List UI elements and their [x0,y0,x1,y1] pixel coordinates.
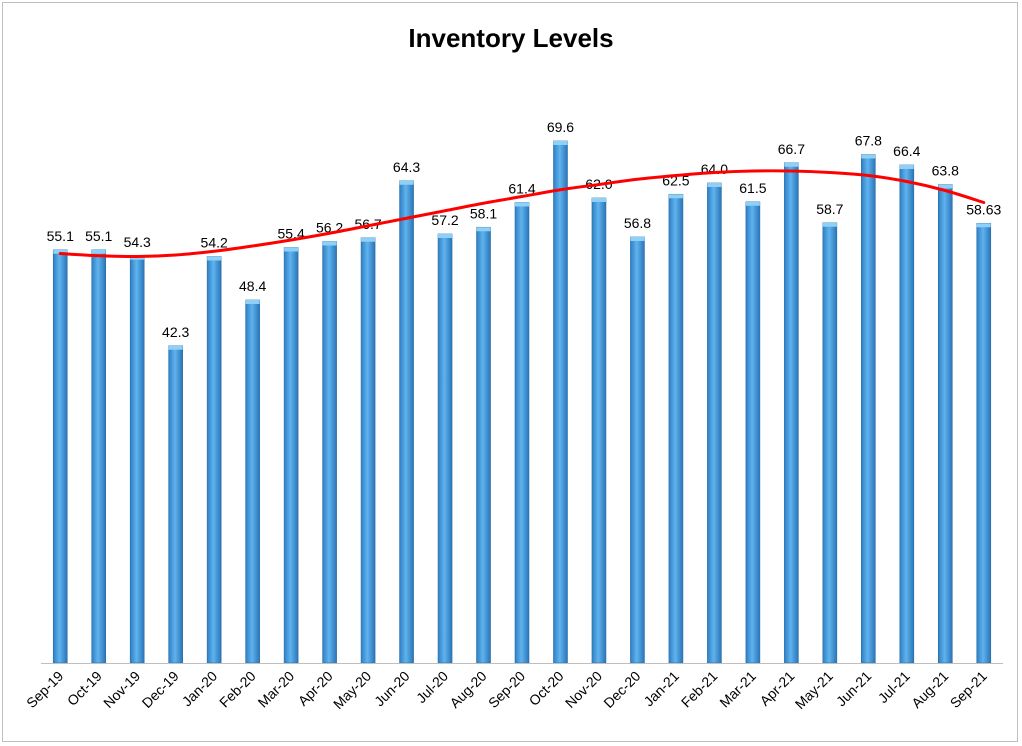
x-tick-label-Jun-20: Jun-20 [371,668,413,710]
bar-cap-Oct-19 [91,249,106,254]
data-label-Sep-20: 61.4 [508,181,535,197]
bar-Feb-20 [245,299,260,664]
data-label-May-21: 58.7 [816,201,843,217]
bar-cap-Mar-21 [745,201,760,206]
data-label-Feb-20: 48.4 [239,278,266,294]
x-tick-label-Oct-20: Oct-20 [526,668,567,709]
bar-cap-May-21 [822,222,837,227]
data-label-Sep-19: 55.1 [47,228,74,244]
bar-cap-May-20 [361,237,376,242]
x-tick-label-Apr-20: Apr-20 [295,668,336,709]
x-tick-label-Mar-20: Mar-20 [255,668,298,711]
bar-Jan-20 [206,256,222,664]
x-tick-label-May-20: May-20 [330,668,374,712]
x-tick-label-Jan-20: Jan-20 [179,668,221,710]
data-label-Jun-21: 67.8 [855,133,882,149]
x-tick-label-Apr-21: Apr-21 [756,668,797,709]
bar-Jan-21 [668,193,684,664]
x-tick-label-Dec-20: Dec-20 [600,668,643,711]
bar-Dec-19 [168,345,183,664]
bar-Dec-20 [630,236,645,664]
x-tick-label-Jun-21: Jun-21 [833,668,875,710]
data-label-Sep-21: 58.63 [966,201,1001,217]
x-tick-label-Jul-20: Jul-20 [413,668,451,706]
x-tick-label-Feb-20: Feb-20 [216,668,259,711]
data-label-Jun-20: 64.3 [393,159,420,175]
bar-cap-Dec-20 [630,237,645,241]
bar-cap-Feb-20 [245,300,260,304]
x-axis-ticks-group: Sep-19Oct-19Nov-19Dec-19Jan-20Feb-20Mar-… [23,668,990,712]
x-tick-label-Jan-21: Jan-21 [640,668,682,710]
x-tick-label-Feb-21: Feb-21 [678,668,721,711]
bar-cap-Jan-21 [668,194,683,199]
x-tick-label-Mar-21: Mar-21 [716,668,759,711]
x-tick-label-Jul-21: Jul-21 [875,668,913,706]
x-tick-label-Sep-20: Sep-20 [485,668,528,711]
chart-title: Inventory Levels [408,23,613,53]
bar-Oct-19 [91,249,107,664]
data-label-Oct-19: 55.1 [85,228,112,244]
inventory-chart: Inventory Levels 55.1 55.1 54.3 42.3 54.2 48.… [23,23,1003,712]
data-label-Jul-21: 66.4 [893,143,920,159]
bar-cap-Sep-19 [53,249,68,254]
bar-Nov-20 [591,197,607,664]
trendline [58,169,986,259]
bar-Mar-21 [745,201,761,664]
bar-cap-Sep-20 [515,202,529,207]
bar-Nov-19 [129,255,145,664]
data-label-Aug-20: 58.1 [470,205,497,221]
bar-cap-Mar-20 [284,247,299,252]
bar-Apr-21 [784,162,799,664]
bar-cap-Jun-21 [861,154,876,159]
bar-Oct-20 [553,140,568,664]
bar-cap-Nov-20 [591,198,606,202]
bar-Jul-21 [899,164,915,664]
bar-May-21 [822,222,838,664]
bar-cap-Jan-20 [207,256,222,261]
bar-Sep-20 [514,202,530,664]
x-tick-label-Nov-20: Nov-20 [562,668,605,711]
x-tick-label-Oct-19: Oct-19 [64,668,105,709]
bar-May-20 [360,237,376,664]
bar-Aug-21 [937,184,953,664]
data-label-Dec-20: 56.8 [624,215,651,231]
bar-cap-Sep-21 [976,223,991,228]
bar-Feb-21 [707,182,722,664]
data-label-Apr-21: 66.7 [778,141,805,157]
bar-Mar-20 [283,247,299,664]
x-tick-label-Aug-20: Aug-20 [446,668,489,711]
bar-cap-Apr-21 [784,162,799,167]
bar-cap-Apr-20 [322,241,337,246]
bars-group [52,140,992,664]
bar-cap-Aug-20 [476,227,491,232]
x-tick-label-Nov-19: Nov-19 [100,668,143,711]
bar-Aug-20 [476,226,491,664]
data-label-Mar-21: 61.5 [739,180,766,196]
bar-cap-Jul-20 [438,234,453,238]
bar-cap-Feb-21 [707,183,722,187]
data-label-Dec-19: 42.3 [162,324,189,340]
x-tick-label-Dec-19: Dec-19 [139,668,182,711]
data-label-Oct-20: 69.6 [547,119,574,135]
bar-Jun-20 [399,180,414,664]
bar-cap-Jul-21 [899,165,914,169]
x-tick-label-May-21: May-21 [792,668,836,712]
data-label-Aug-21: 63.8 [932,163,959,179]
data-label-Jan-20: 54.2 [201,235,228,251]
bar-cap-Jun-20 [399,180,414,185]
bar-Jul-20 [437,233,453,664]
bar-Sep-21 [976,222,992,664]
bar-Apr-20 [322,241,337,664]
bar-cap-Dec-19 [168,345,183,350]
bar-cap-Aug-21 [938,184,953,189]
data-label-Jul-20: 57.2 [431,212,458,228]
bar-Jun-21 [861,154,876,664]
x-tick-label-Sep-21: Sep-21 [947,668,990,711]
x-tick-label-Sep-19: Sep-19 [23,668,66,711]
bar-cap-Oct-20 [553,141,568,145]
bar-Sep-19 [52,249,68,664]
x-tick-label-Aug-21: Aug-21 [908,668,951,711]
data-label-Nov-19: 54.3 [124,234,151,250]
